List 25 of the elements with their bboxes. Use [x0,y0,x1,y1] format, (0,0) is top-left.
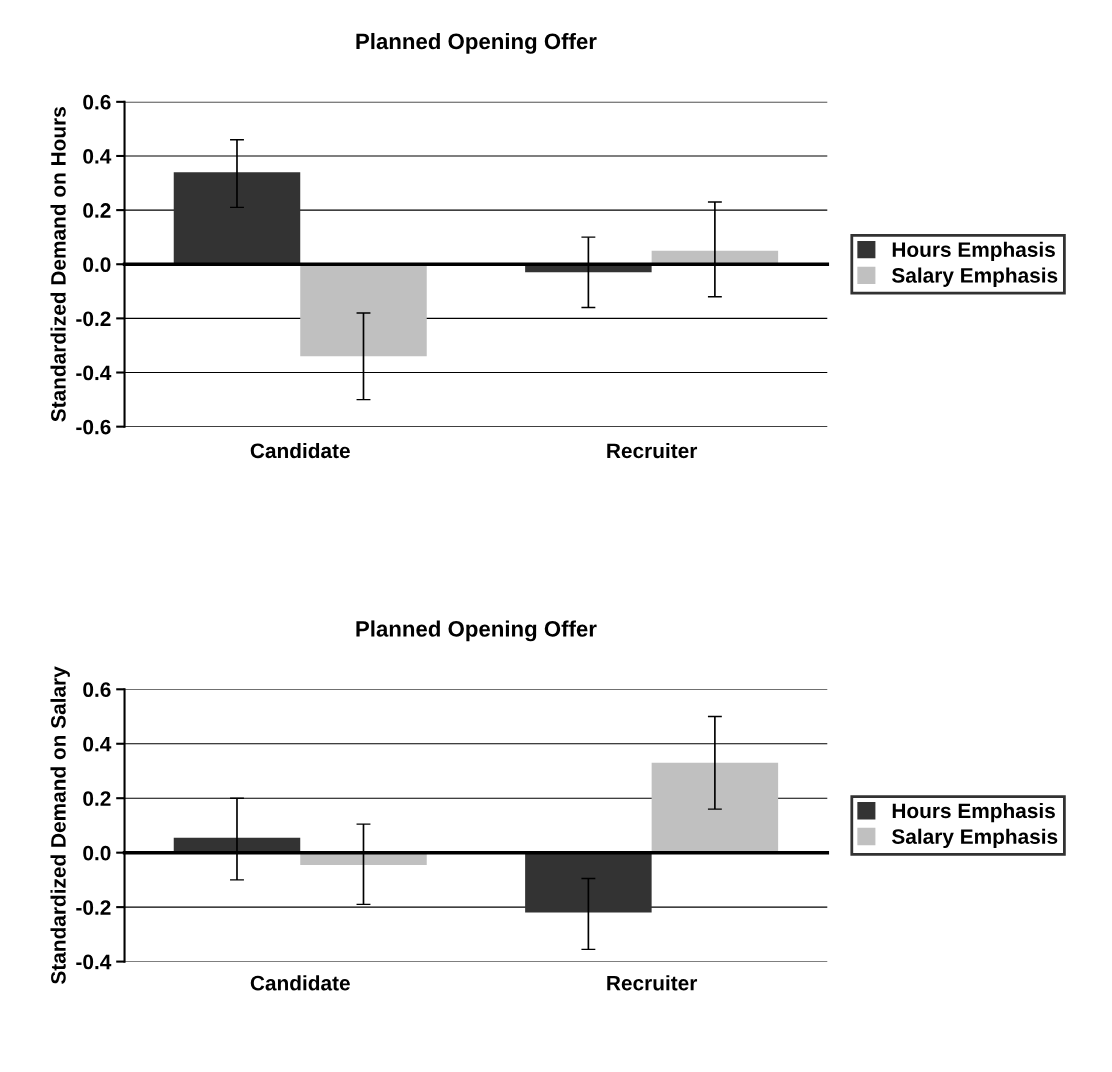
legend-label: Hours Emphasis [892,241,1055,262]
y-tick-label: 0.6 [83,682,111,698]
x-tick-label: Recruiter [607,975,698,991]
legend-label: Salary Emphasis [891,828,1058,849]
chart-title: Planned Opening Offer [356,620,597,642]
y-tick-label: -0.4 [76,365,112,381]
y-tick-label: 0.2 [83,203,111,218]
legend-label: Salary Emphasis [891,267,1058,287]
y-tick-label: 0.4 [83,148,112,164]
x-tick-label: Candidate [250,442,350,459]
y-tick-label: 0.6 [83,94,111,110]
y-tick-label: 0.0 [83,257,111,272]
y-tick-label: 0.2 [83,791,111,806]
x-tick-label: Candidate [250,975,350,991]
y-axis-title: Standardized Demand on Hours [50,107,66,422]
y-tick-label: -0.2 [76,311,111,327]
y-axis-title: Standardized Demand on Salary [50,666,70,985]
x-tick-label: Recruiter [607,442,698,459]
y-tick-label: -0.4 [76,954,112,970]
y-tick-label: -0.2 [76,900,111,915]
chart-title: Planned Opening Offer [356,32,597,54]
y-tick-label: 0.0 [83,845,111,861]
y-tick-label: 0.4 [83,736,112,752]
y-tick-label: -0.6 [76,419,111,435]
legend-label: Hours Emphasis [892,802,1055,823]
